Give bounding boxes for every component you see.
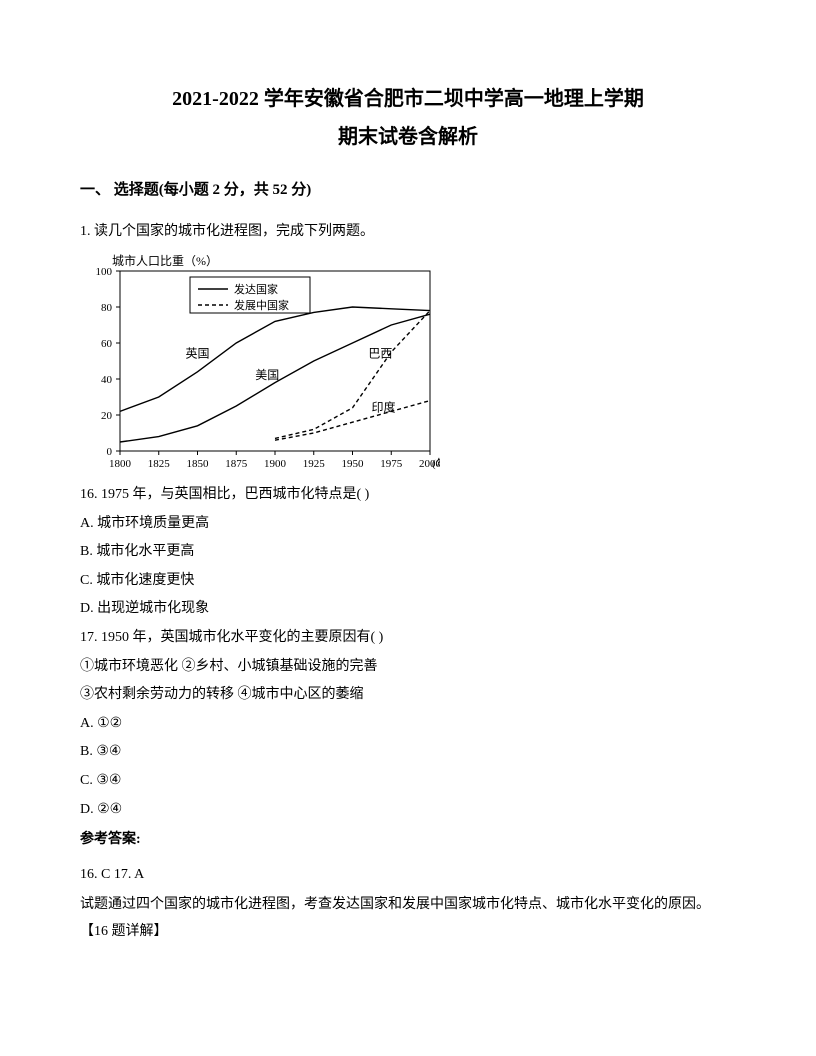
svg-text:城市人口比重（%）: 城市人口比重（%） bbox=[112, 253, 218, 268]
q16-options: A. 城市环境质量更高 B. 城市化水平更高 C. 城市化速度更快 D. 出现逆… bbox=[80, 511, 736, 623]
svg-text:1900: 1900 bbox=[264, 458, 287, 470]
title-line-1: 2021-2022 学年安徽省合肥市二坝中学高一地理上学期 bbox=[80, 80, 736, 118]
explanation-text: 试题通过四个国家的城市化进程图，考查发达国家和发展中国家城市化特点、城市化水平变… bbox=[80, 892, 736, 919]
svg-text:20: 20 bbox=[101, 410, 113, 422]
urbanization-chart: 城市人口比重（%） 0 20 40 60 80 100 1800 1825 1850 1875 190… bbox=[80, 251, 736, 476]
q17-opt-c: C. ③④ bbox=[80, 768, 736, 795]
answers-line: 16. C 17. A bbox=[80, 862, 736, 889]
answer-label: 参考答案: bbox=[80, 827, 736, 854]
q17-line2: ③农村剩余劳动力的转移 ④城市中心区的萎缩 bbox=[80, 682, 736, 709]
svg-text:1850: 1850 bbox=[187, 458, 210, 470]
svg-text:发达国家: 发达国家 bbox=[234, 282, 278, 296]
svg-text:40: 40 bbox=[101, 374, 113, 386]
svg-text:1925: 1925 bbox=[303, 458, 326, 470]
svg-text:1875: 1875 bbox=[225, 458, 248, 470]
q17-line1: ①城市环境恶化 ②乡村、小城镇基础设施的完善 bbox=[80, 654, 736, 681]
svg-text:0: 0 bbox=[107, 446, 113, 458]
svg-text:60: 60 bbox=[101, 338, 113, 350]
line-chart-svg: 城市人口比重（%） 0 20 40 60 80 100 1800 1825 1850 1875 190… bbox=[80, 251, 440, 476]
svg-text:巴西: 巴西 bbox=[368, 346, 392, 360]
q17-options: A. ①② B. ③④ C. ③④ D. ②④ bbox=[80, 711, 736, 823]
q16-opt-b: B. 城市化水平更高 bbox=[80, 539, 736, 566]
explanation-heading: 【16 题详解】 bbox=[80, 919, 736, 946]
section-header: 一、 选择题(每小题 2 分，共 52 分) bbox=[80, 176, 736, 205]
q17-opt-b: B. ③④ bbox=[80, 739, 736, 766]
svg-text:100: 100 bbox=[96, 266, 113, 278]
svg-text:1800: 1800 bbox=[109, 458, 132, 470]
svg-text:美国: 美国 bbox=[255, 368, 279, 382]
title-line-2: 期末试卷含解析 bbox=[80, 118, 736, 156]
svg-text:(年): (年) bbox=[432, 456, 440, 470]
svg-text:1950: 1950 bbox=[342, 458, 365, 470]
q17-opt-d: D. ②④ bbox=[80, 797, 736, 824]
q16-stem: 16. 1975 年，与英国相比，巴西城市化特点是( ) bbox=[80, 482, 736, 509]
q17-opt-a: A. ①② bbox=[80, 711, 736, 738]
q16-opt-c: C. 城市化速度更快 bbox=[80, 568, 736, 595]
svg-text:英国: 英国 bbox=[185, 346, 209, 360]
question-intro: 1. 读几个国家的城市化进程图，完成下列两题。 bbox=[80, 219, 736, 246]
q17-stem: 17. 1950 年，英国城市化水平变化的主要原因有( ) bbox=[80, 625, 736, 652]
q16-opt-d: D. 出现逆城市化现象 bbox=[80, 596, 736, 623]
page-title: 2021-2022 学年安徽省合肥市二坝中学高一地理上学期 期末试卷含解析 bbox=[80, 80, 736, 156]
svg-text:1975: 1975 bbox=[380, 458, 403, 470]
svg-text:1825: 1825 bbox=[148, 458, 171, 470]
svg-text:印度: 印度 bbox=[371, 399, 395, 414]
q16-opt-a: A. 城市环境质量更高 bbox=[80, 511, 736, 538]
svg-text:发展中国家: 发展中国家 bbox=[234, 298, 289, 312]
svg-text:80: 80 bbox=[101, 302, 113, 314]
